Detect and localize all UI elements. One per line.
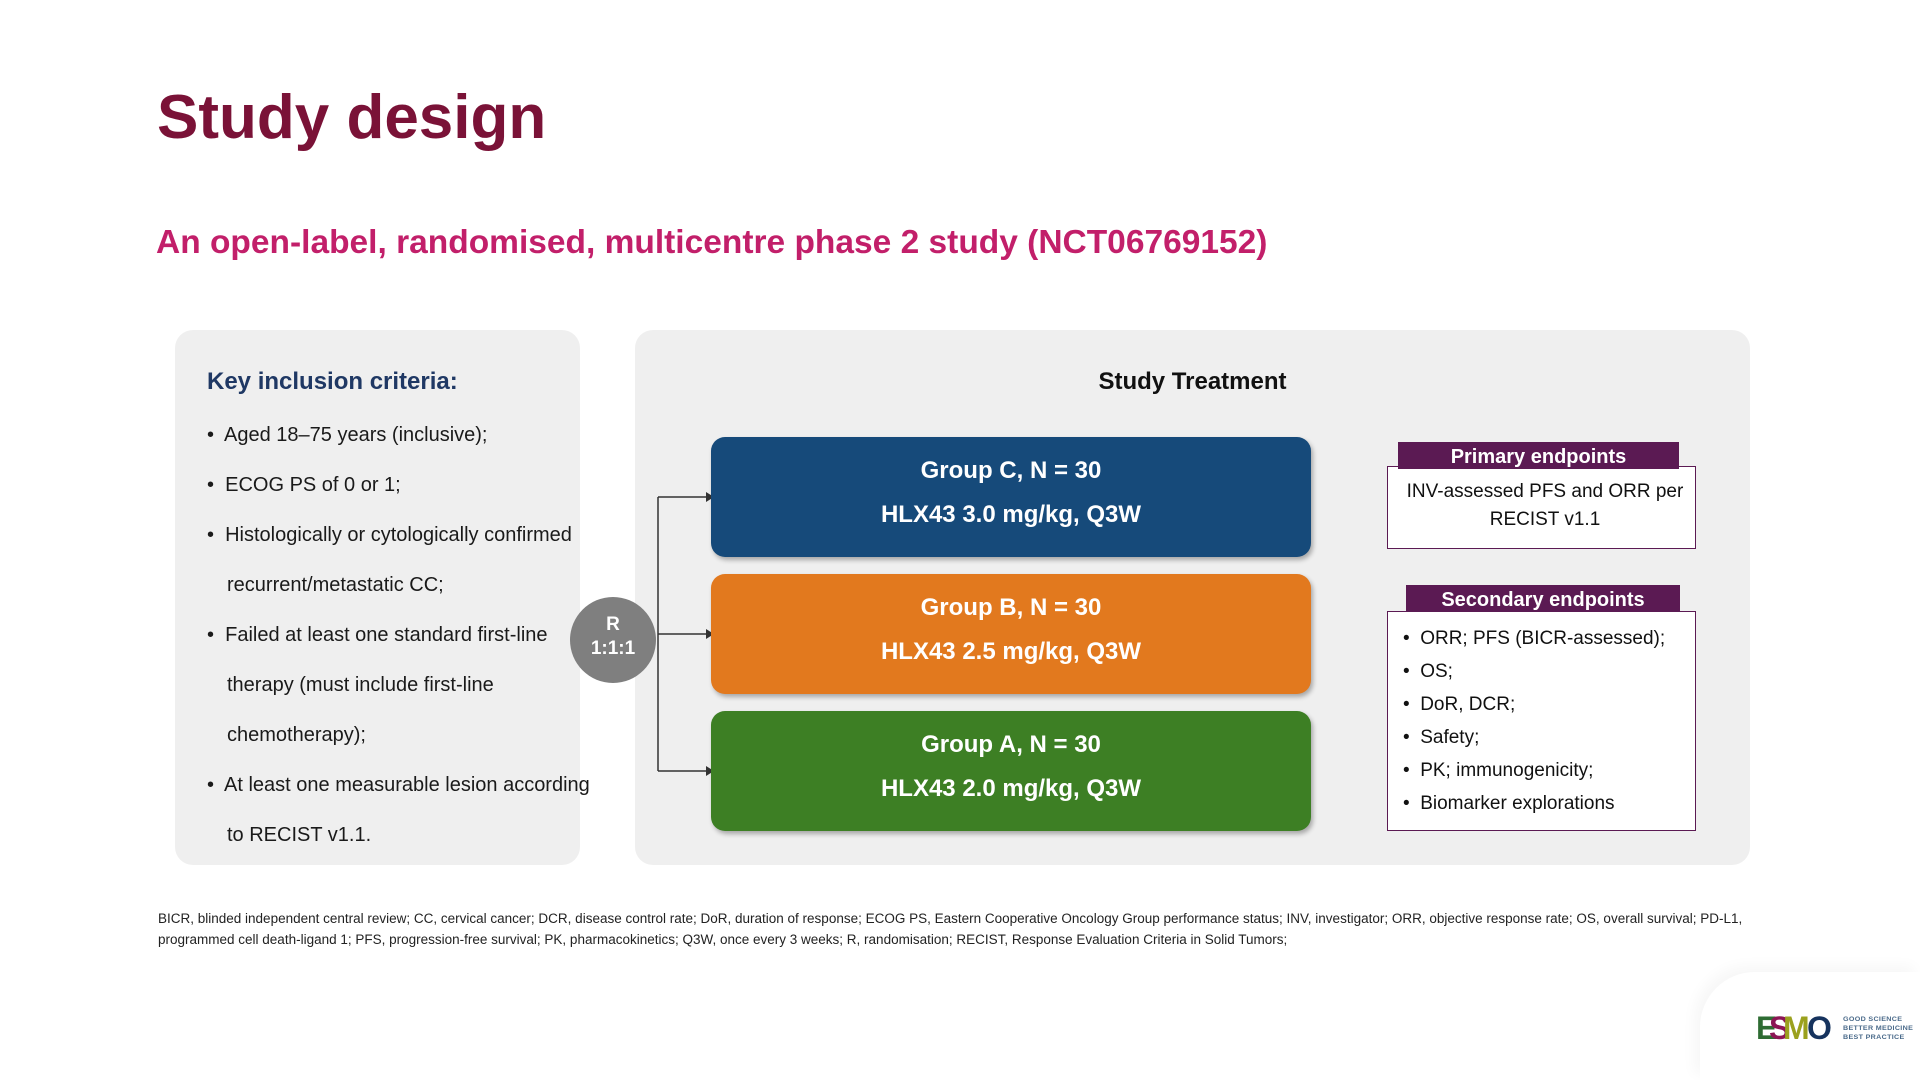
svg-text:M: M: [1783, 1012, 1810, 1046]
svg-text:O: O: [1807, 1012, 1832, 1046]
